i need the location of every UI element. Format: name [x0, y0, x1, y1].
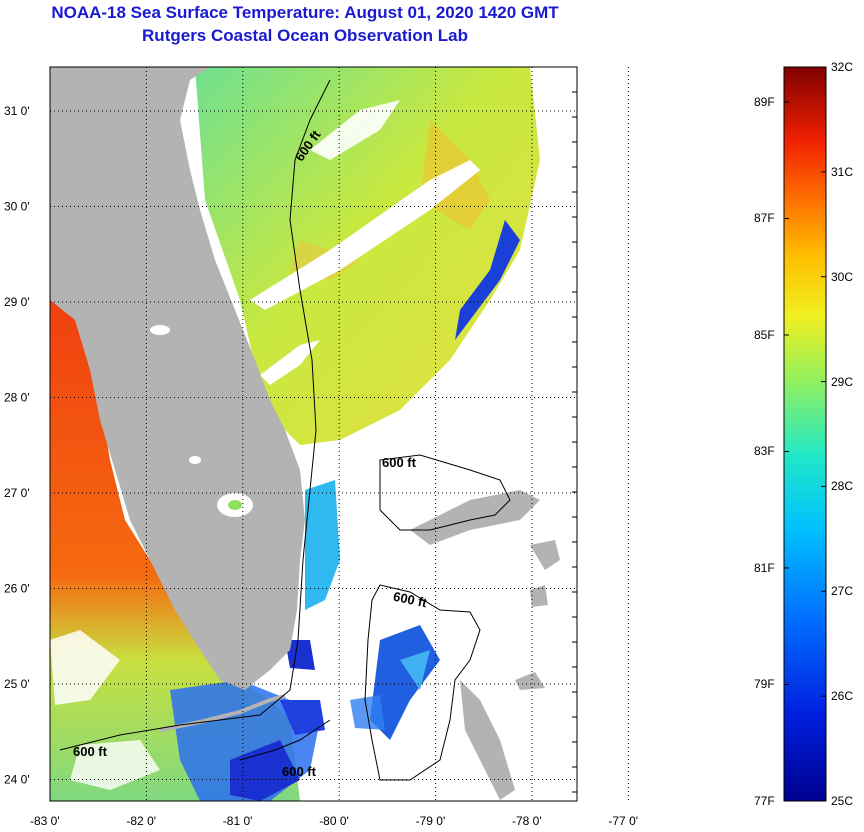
cloud-streak [250, 160, 480, 310]
colorbar-celsius-label: 26C [831, 689, 854, 704]
florida-land [50, 67, 305, 690]
cool-edge [455, 220, 520, 340]
colorbar-fahrenheit-label: 85F [754, 327, 775, 342]
cool-patch [280, 700, 325, 735]
colorbar-celsius-label: 29C [831, 374, 854, 389]
contour-label: 600 ft [382, 455, 417, 470]
isobath-600ft [239, 719, 331, 761]
map-subtitle: Rutgers Coastal Ocean Observation Lab [142, 26, 468, 45]
colorbar-celsius-label: 25C [831, 794, 854, 808]
lat-tick-label: 25 0' [4, 677, 30, 691]
contour-label: 600 ft [392, 589, 429, 611]
bahamas-cool-patch [400, 650, 430, 690]
isobath-600ft [379, 454, 511, 531]
isobath-600ft [364, 584, 481, 781]
colorbar-celsius-label: 31C [831, 164, 854, 179]
lon-tick-label: -77 0' [608, 814, 638, 828]
map-title: NOAA-18 Sea Surface Temperature: August … [51, 3, 559, 22]
cloud-streak [260, 340, 320, 385]
keys-cool-region [230, 740, 300, 801]
colorbar-celsius-label: 32C [831, 60, 854, 74]
bahamas-land [530, 585, 548, 607]
colorbar-fahrenheit-label: 77F [754, 794, 775, 808]
colorbar-fahrenheit-label: 83F [754, 444, 775, 459]
lon-tick-label: -80 0' [319, 814, 349, 828]
lon-tick-label: -79 0' [416, 814, 446, 828]
contour-label: 600 ft [282, 764, 317, 779]
lat-tick-label: 31 0' [4, 104, 30, 118]
lon-tick-label: -81 0' [223, 814, 253, 828]
gulf-sst-region [50, 300, 300, 801]
lat-tick-label: 24 0' [4, 773, 30, 787]
isobath-600ft [59, 79, 331, 751]
lon-tick-label: -78 0' [512, 814, 542, 828]
lake-patch [150, 325, 170, 335]
lat-tick-label: 29 0' [4, 295, 30, 309]
contour-label: 600 ft [73, 744, 108, 759]
colorbar-fahrenheit-label: 81F [754, 560, 775, 575]
lat-tick-label: 28 0' [4, 391, 30, 405]
bahamas-land [515, 672, 545, 690]
bahamas-land [530, 540, 560, 570]
map-frame [49, 66, 578, 802]
lat-tick-label: 30 0' [4, 200, 30, 214]
gulf-stream-region [305, 480, 340, 610]
lake-sst [228, 500, 242, 510]
colorbar-fahrenheit-label: 89F [754, 94, 775, 109]
lat-tick-label: 27 0' [4, 486, 30, 500]
cloud-patch [70, 740, 160, 790]
bahamas-land [410, 490, 540, 545]
sst-colorbar [783, 66, 827, 802]
lat-tick-label: 26 0' [4, 582, 30, 596]
colorbar-celsius-label: 27C [831, 584, 854, 599]
lon-tick-label: -82 0' [126, 814, 156, 828]
andros-land [460, 680, 515, 800]
colorbar-celsius-label: 28C [831, 479, 854, 494]
lake-patch [189, 456, 201, 464]
colorbar-fahrenheit-label: 79F [754, 677, 775, 692]
cool-patch [285, 640, 315, 670]
colorbar-fahrenheit-label: 87F [754, 211, 775, 226]
cloud-patch [50, 630, 120, 705]
cloud-streak [310, 100, 400, 160]
lon-tick-label: -83 0' [30, 814, 60, 828]
colorbar-celsius-label: 30C [831, 269, 854, 284]
